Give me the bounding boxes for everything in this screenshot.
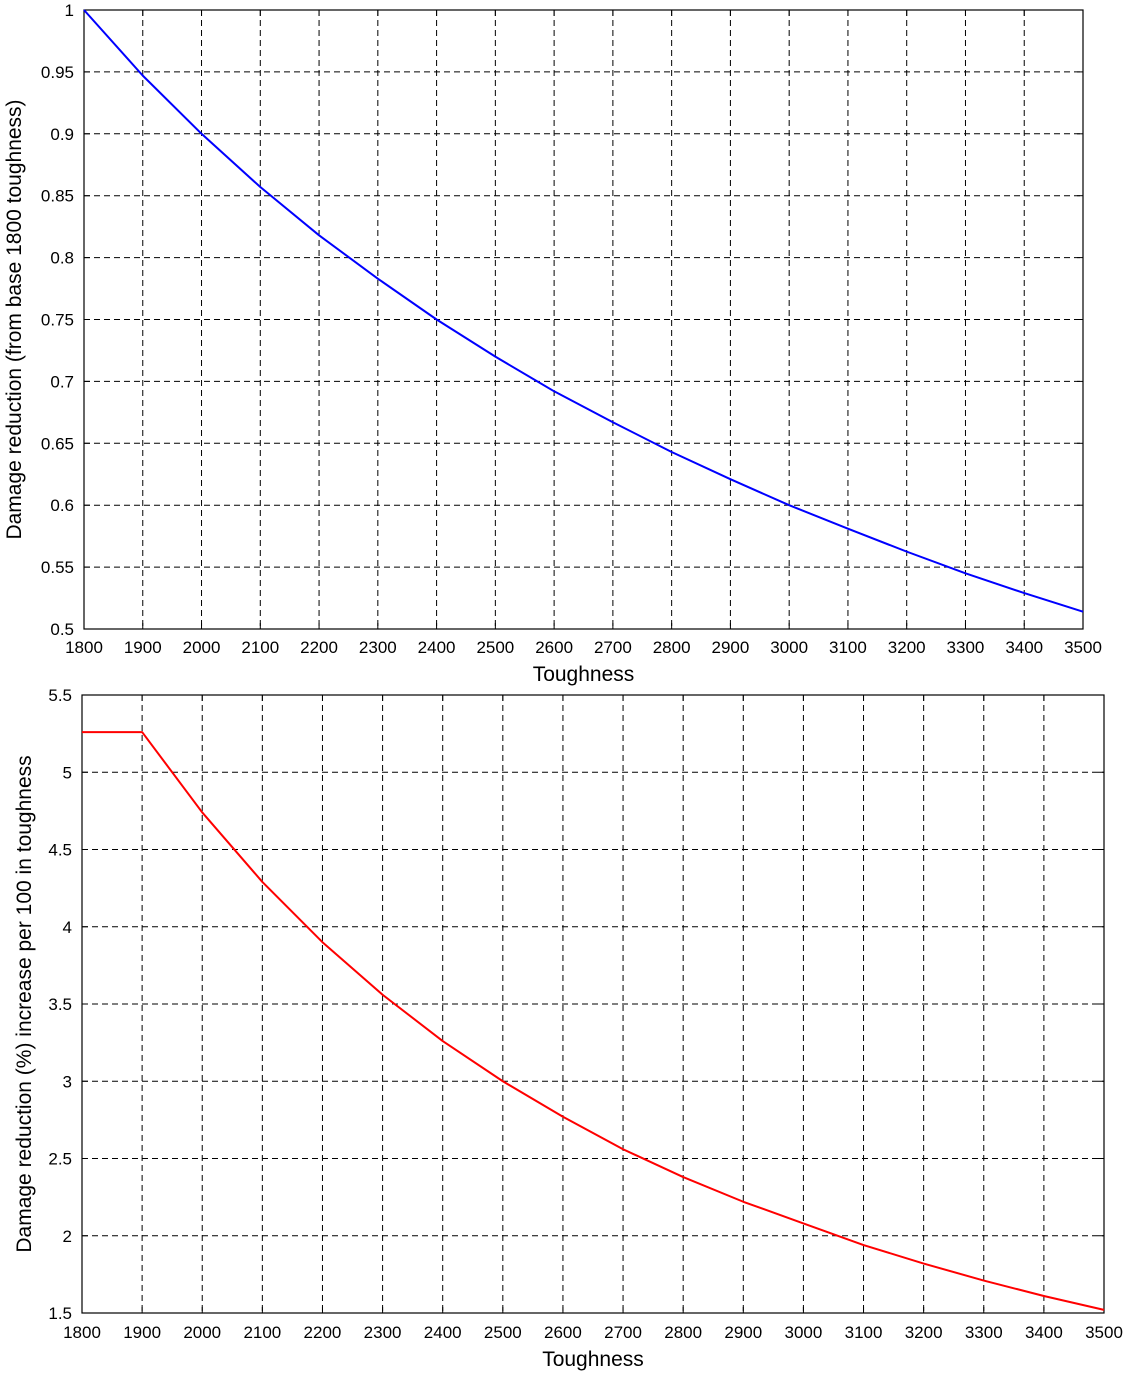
x-tick-label: 2300 (359, 638, 397, 657)
series-line (82, 731, 1105, 1311)
x-tick-label: 3300 (947, 638, 985, 657)
x-tick-label: 2500 (484, 1323, 522, 1342)
x-tick-label: 3100 (829, 638, 867, 657)
x-tick-label: 2300 (364, 1323, 402, 1342)
series-line (83, 9, 1084, 613)
y-tick-label: 2.5 (48, 1150, 72, 1169)
y-tick-label: 0.85 (41, 187, 74, 206)
x-tick-label: 2000 (183, 638, 221, 657)
x-tick-label: 3000 (784, 1323, 822, 1342)
y-tick-label: 0.65 (41, 434, 74, 453)
y-tick-label: 0.75 (41, 311, 74, 330)
x-tick-label: 2900 (724, 1323, 762, 1342)
chart-top-damage-reduction: 1800 1900 2000 2100 2200 2300 2400 2500 2600 2700… (3, 1, 1102, 686)
y-tick-label: 0.9 (50, 125, 74, 144)
x-tick-label: 2800 (664, 1323, 702, 1342)
x-tick-label: 2700 (604, 1323, 642, 1342)
x-tick-label: 3400 (1025, 1323, 1063, 1342)
y-tick-label: 0.95 (41, 63, 74, 82)
x-tick-label: 3500 (1085, 1323, 1123, 1342)
x-tick-label: 3400 (1005, 638, 1043, 657)
y-tick-label: 0.55 (41, 558, 74, 577)
y-tick-label: 0.5 (50, 620, 74, 639)
x-tick-label: 2800 (653, 638, 691, 657)
chart-bottom-reduction-increase: 1800 1900 2000 2100 2200 2300 2400 2500 2600 2700… (13, 686, 1123, 1371)
y-axis-label: Damage reduction (%) increase per 100 in… (13, 755, 36, 1252)
x-tick-label: 3000 (770, 638, 808, 657)
y-tick-label: 4.5 (48, 841, 72, 860)
x-tick-label: 3100 (845, 1323, 883, 1342)
y-axis-label: Damage reduction (from base 1800 toughne… (3, 99, 26, 539)
y-tick-label: 1 (65, 1, 74, 20)
x-tick-label: 2100 (241, 638, 279, 657)
y-tick-label: 3.5 (48, 995, 72, 1014)
x-tick-label: 1900 (123, 1323, 161, 1342)
x-axis-label: Toughness (542, 1348, 644, 1371)
y-tick-label: 3 (63, 1072, 72, 1091)
y-tick-label: 5.5 (48, 686, 72, 705)
x-tick-label: 3200 (905, 1323, 943, 1342)
x-tick-label: 3300 (965, 1323, 1003, 1342)
x-tick-label: 2400 (424, 1323, 462, 1342)
x-tick-label: 2900 (711, 638, 749, 657)
x-tick-label: 2200 (304, 1323, 342, 1342)
plot-frame (83, 9, 1084, 630)
x-axis-label: Toughness (533, 663, 635, 686)
x-tick-label: 2600 (544, 1323, 582, 1342)
y-tick-label: 5 (63, 763, 72, 782)
x-tick-label: 2400 (418, 638, 456, 657)
x-tick-label: 3500 (1064, 638, 1102, 657)
x-tick-label: 1800 (63, 1323, 101, 1342)
y-tick-label: 0.7 (50, 372, 74, 391)
y-tick-label: 4 (63, 918, 72, 937)
x-tick-label: 2700 (594, 638, 632, 657)
y-tick-label: 2 (63, 1227, 72, 1246)
x-tick-label: 3200 (888, 638, 926, 657)
x-tick-label: 2600 (535, 638, 573, 657)
x-tick-label: 2200 (300, 638, 338, 657)
x-tick-label: 1900 (124, 638, 162, 657)
y-tick-label: 0.6 (50, 496, 74, 515)
x-tick-label: 1800 (65, 638, 103, 657)
x-tick-label: 2100 (243, 1323, 281, 1342)
y-tick-label: 1.5 (48, 1304, 72, 1323)
y-tick-label: 0.8 (50, 249, 74, 268)
x-tick-label: 2500 (476, 638, 514, 657)
x-tick-label: 2000 (183, 1323, 221, 1342)
